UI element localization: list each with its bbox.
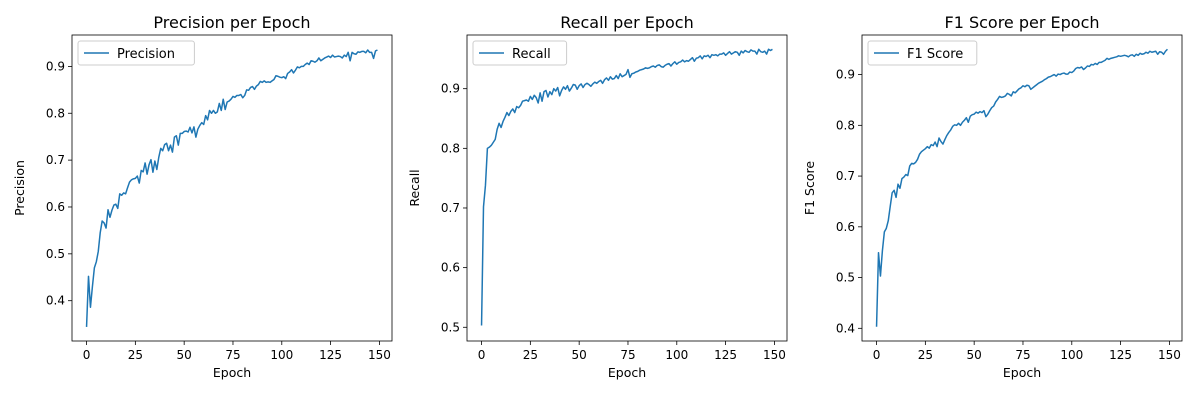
y-axis-label: F1 Score — [802, 161, 817, 215]
x-tick-label: 25 — [128, 348, 143, 362]
plot-frame — [466, 34, 788, 342]
x-tick-label: 0 — [873, 348, 881, 362]
legend-box — [867, 40, 978, 66]
y-axis-label: Precision — [12, 160, 27, 216]
legend: Precision — [77, 40, 195, 66]
y-tick-label: 0.5 — [46, 247, 65, 261]
series-line — [85, 49, 378, 327]
f1-score-chart: F1 Score per Epoch 0 25 50 75 100 125 150 0.4 0.5… — [802, 13, 1183, 380]
y-tick-label: 0.8 — [836, 118, 855, 132]
series-line — [875, 48, 1168, 327]
y-tick-label: 0.7 — [46, 153, 65, 167]
x-tick-label: 125 — [319, 348, 342, 362]
x-axis-label: Epoch — [1003, 365, 1041, 380]
x-tick-label: 100 — [1060, 348, 1083, 362]
x-tick-label: 75 — [225, 348, 240, 362]
y-tick-label: 0.5 — [441, 320, 460, 334]
x-tick-label: 50 — [572, 348, 587, 362]
x-axis-label: Epoch — [608, 365, 646, 380]
y-tick-label: 0.6 — [836, 220, 855, 234]
y-tick-label: 0.8 — [46, 106, 65, 120]
legend-label: Precision — [117, 47, 175, 62]
series-line — [480, 48, 773, 326]
y-tick-label: 0.6 — [46, 200, 65, 214]
x-tick-label: 125 — [1109, 348, 1132, 362]
y-tick-label: 0.7 — [441, 201, 460, 215]
plot-frame — [861, 34, 1183, 342]
y-tick-label: 0.9 — [441, 82, 460, 96]
legend-label: F1 Score — [907, 47, 963, 62]
plot-frame — [71, 34, 393, 342]
legend-box — [472, 40, 568, 66]
x-tick-label: 100 — [270, 348, 293, 362]
y-tick-label: 0.4 — [46, 294, 65, 308]
legend-label: Recall — [512, 47, 551, 62]
x-tick-label: 125 — [714, 348, 737, 362]
x-tick-label: 50 — [967, 348, 982, 362]
x-tick-label: 0 — [478, 348, 486, 362]
y-tick-label: 0.7 — [836, 169, 855, 183]
x-tick-label: 75 — [1015, 348, 1030, 362]
x-tick-label: 100 — [665, 348, 688, 362]
precision-chart: Precision per Epoch 0 25 50 75 100 125 150 0.4 0.… — [12, 13, 393, 380]
x-tick-label: 25 — [918, 348, 933, 362]
y-tick-label: 0.9 — [46, 59, 65, 73]
legend: Recall — [472, 40, 568, 66]
x-tick-label: 150 — [763, 348, 786, 362]
chart-title: Precision per Epoch — [153, 13, 310, 32]
x-tick-label: 150 — [368, 348, 391, 362]
x-tick-label: 75 — [620, 348, 635, 362]
x-tick-label: 0 — [83, 348, 91, 362]
x-tick-label: 150 — [1158, 348, 1181, 362]
x-tick-label: 50 — [177, 348, 192, 362]
y-tick-label: 0.4 — [836, 321, 855, 335]
y-tick-label: 0.6 — [441, 261, 460, 275]
y-axis-label: Recall — [407, 169, 422, 206]
y-tick-label: 0.9 — [836, 68, 855, 82]
legend-box — [77, 40, 195, 66]
legend: F1 Score — [867, 40, 978, 66]
recall-chart: Recall per Epoch 0 25 50 75 100 125 150 0.5 0.6 0.… — [407, 13, 788, 380]
y-tick-label: 0.8 — [441, 141, 460, 155]
x-tick-label: 25 — [523, 348, 538, 362]
chart-title: Recall per Epoch — [560, 13, 693, 32]
chart-title: F1 Score per Epoch — [944, 13, 1099, 32]
y-tick-label: 0.5 — [836, 271, 855, 285]
x-axis-label: Epoch — [213, 365, 251, 380]
